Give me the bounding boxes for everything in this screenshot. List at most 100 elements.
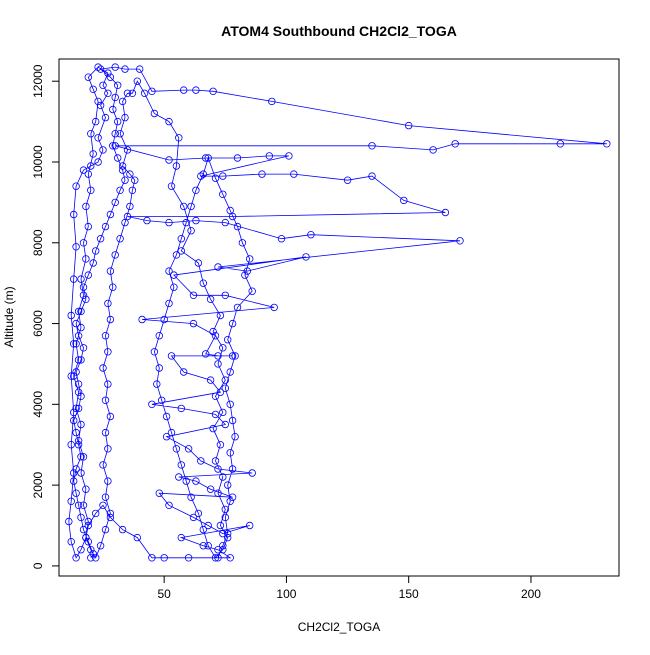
data-point [221,291,229,299]
data-point [148,87,156,95]
data-point [165,117,173,126]
series-points [65,63,611,562]
data-point [72,465,80,473]
data-point [228,352,237,360]
data-point [84,521,92,530]
data-point [143,216,151,225]
data-point [285,152,293,160]
data-point [277,234,286,243]
x-tick-label: 50 [157,587,171,601]
data-point [214,554,222,562]
data-point [121,176,129,184]
data-point [94,97,102,106]
data-point [162,412,171,421]
data-point [72,319,80,328]
data-point [172,251,181,259]
data-point [106,315,115,324]
data-point [204,542,212,550]
y-tick-label: 2000 [31,471,45,498]
y-axis-label: Altitude (m) [2,286,16,347]
data-point [116,129,124,138]
data-point [216,441,225,449]
data-point [219,190,227,198]
data-point [204,521,212,530]
data-point [241,271,249,279]
data-point [167,428,176,437]
data-point [123,212,132,221]
data-point [118,166,127,174]
data-point [211,457,220,465]
data-point [214,352,222,360]
data-point [429,146,437,154]
data-point [94,134,102,142]
data-point [67,538,75,546]
data-point [219,546,227,554]
y-tick-label: 4000 [31,391,45,418]
data-point [131,176,139,184]
data-point [226,400,234,408]
data-point [99,461,107,469]
data-point [104,89,112,97]
data-point [219,473,227,481]
data-point [82,533,90,542]
data-point [192,216,200,225]
data-point [111,251,119,259]
x-axis-label: CH2Cl2_TOGA [298,620,380,634]
data-point [290,170,298,178]
data-point [209,424,217,433]
data-point [189,513,198,522]
data-point [99,364,107,372]
data-point [226,497,234,505]
data-point [84,538,92,546]
chart-title: ATOM4 Southbound CH2Cl2_TOGA [221,23,457,39]
data-point [72,404,80,413]
data-point [177,533,185,542]
data-point [118,525,127,534]
data-point [72,340,80,348]
data-point [265,152,273,160]
data-point [74,307,83,316]
data-point [223,336,232,344]
data-point [189,319,198,328]
data-point [133,77,141,85]
data-point [79,501,88,509]
data-point [67,311,75,320]
data-point [72,182,80,190]
data-point [165,218,173,227]
data-point [368,172,376,180]
data-point [116,234,124,243]
data-point [302,253,310,261]
data-point [116,186,124,194]
data-point [72,489,80,497]
data-point [456,237,464,245]
data-point [87,546,95,554]
data-point [179,202,188,211]
data-point [104,69,112,77]
data-point [223,533,232,542]
data-point [192,477,200,485]
data-point [101,396,110,404]
data-point [192,86,200,94]
data-point [211,332,220,340]
data-point [101,525,110,534]
data-point [128,89,137,97]
data-point [72,554,80,562]
data-point [96,101,105,110]
y-tick-label: 10000 [31,145,45,179]
data-point [179,368,188,376]
data-point [99,501,107,509]
data-point [155,489,163,497]
data-point [160,554,168,562]
data-point [199,279,207,287]
data-point [87,554,95,562]
data-point [89,259,97,267]
data-point [221,376,229,384]
data-point [228,319,237,328]
data-point [99,146,107,154]
data-point [106,267,115,275]
data-point [148,400,156,408]
data-point [226,449,234,457]
data-point [74,388,83,396]
data-point [214,360,222,368]
data-point [94,158,102,166]
